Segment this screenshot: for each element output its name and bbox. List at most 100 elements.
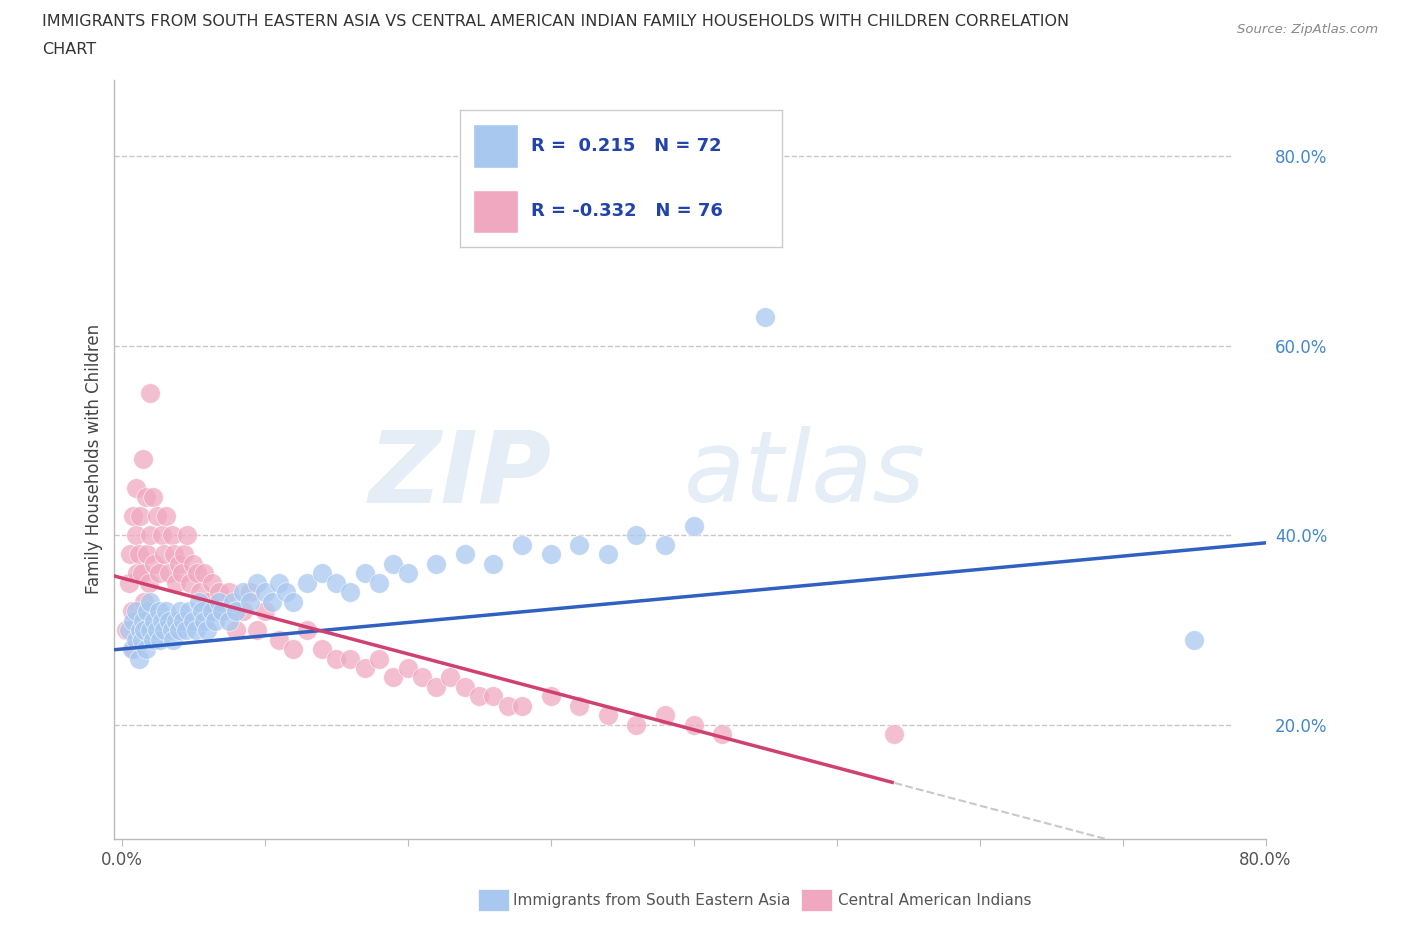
Point — [181, 556, 204, 571]
Point — [153, 547, 176, 562]
Point — [135, 490, 157, 505]
Point — [193, 613, 215, 628]
Point — [163, 547, 186, 562]
Point — [568, 698, 591, 713]
Point — [260, 594, 283, 609]
Point — [626, 717, 648, 732]
Point — [129, 623, 152, 638]
Point — [482, 556, 505, 571]
Point — [540, 547, 562, 562]
Point — [127, 565, 149, 580]
Point — [339, 651, 361, 666]
Point — [160, 528, 183, 543]
Point — [128, 547, 150, 562]
Point — [211, 604, 233, 618]
Point — [167, 623, 190, 638]
Point — [143, 556, 166, 571]
Point — [190, 604, 212, 618]
Point — [148, 604, 170, 618]
Point — [222, 594, 245, 609]
Point — [155, 509, 177, 524]
Point — [510, 538, 533, 552]
Point — [482, 689, 505, 704]
Point — [201, 604, 224, 618]
Point — [132, 613, 155, 628]
Point — [195, 594, 218, 609]
Y-axis label: Family Households with Children: Family Households with Children — [86, 325, 103, 594]
Point — [225, 604, 247, 618]
Point — [118, 576, 141, 591]
Point — [125, 604, 148, 618]
Point — [396, 660, 419, 675]
Point — [626, 528, 648, 543]
Point — [125, 481, 148, 496]
Point — [155, 604, 177, 618]
Point — [253, 585, 276, 600]
Point — [148, 565, 170, 580]
Point — [711, 727, 734, 742]
Point — [118, 623, 141, 638]
Text: CHART: CHART — [42, 42, 96, 57]
Point — [139, 528, 162, 543]
Text: Source: ZipAtlas.com: Source: ZipAtlas.com — [1237, 23, 1378, 36]
Point — [131, 632, 153, 647]
Point — [125, 632, 148, 647]
Point — [165, 613, 187, 628]
Point — [150, 613, 173, 628]
Point — [124, 642, 146, 657]
Point — [754, 310, 776, 325]
Point — [146, 509, 169, 524]
Point — [1182, 632, 1205, 647]
Point — [411, 670, 433, 684]
Point — [142, 490, 165, 505]
Point — [232, 604, 254, 618]
Text: atlas: atlas — [685, 426, 927, 523]
Point — [146, 623, 169, 638]
Text: Central American Indians: Central American Indians — [838, 893, 1032, 908]
Point — [283, 642, 305, 657]
Point — [654, 538, 676, 552]
Point — [139, 623, 162, 638]
Point — [425, 556, 447, 571]
Point — [325, 651, 347, 666]
Point — [204, 613, 226, 628]
Point — [122, 613, 145, 628]
Point — [153, 623, 176, 638]
Point — [201, 576, 224, 591]
Point — [353, 565, 375, 580]
Point — [596, 708, 619, 723]
Point — [121, 642, 143, 657]
Point — [139, 594, 162, 609]
Point — [138, 576, 160, 591]
Point — [121, 604, 143, 618]
Point — [246, 576, 269, 591]
Point — [297, 623, 319, 638]
Point — [496, 698, 519, 713]
Point — [382, 556, 405, 571]
Point — [174, 623, 197, 638]
Point — [468, 689, 491, 704]
Point — [239, 594, 262, 609]
Point — [396, 565, 419, 580]
Point — [297, 576, 319, 591]
Point — [172, 613, 194, 628]
Point — [122, 509, 145, 524]
Point — [274, 585, 297, 600]
Point — [165, 576, 187, 591]
Point — [353, 660, 375, 675]
Point — [211, 604, 233, 618]
Point — [160, 623, 183, 638]
Point — [454, 547, 477, 562]
Point — [187, 594, 209, 609]
Point — [311, 565, 333, 580]
Point — [157, 613, 180, 628]
Point — [128, 651, 150, 666]
Point — [682, 518, 704, 533]
Point — [439, 670, 461, 684]
Point — [682, 717, 704, 732]
Point — [339, 585, 361, 600]
Point — [176, 528, 198, 543]
Point — [218, 613, 240, 628]
Point — [134, 623, 156, 638]
Point — [225, 623, 247, 638]
